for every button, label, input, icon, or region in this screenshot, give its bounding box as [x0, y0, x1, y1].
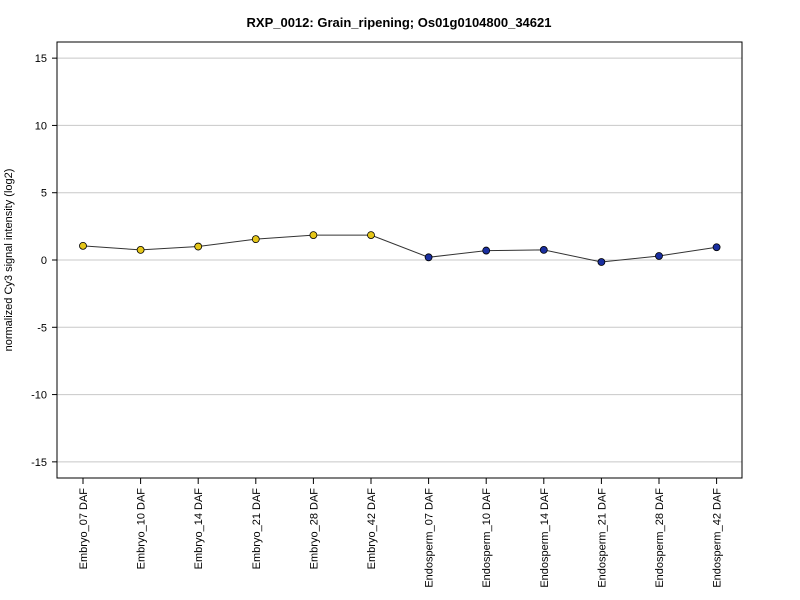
x-tick-label: Embryo_42 DAF [366, 488, 378, 570]
data-point [597, 258, 606, 266]
chart-title: RXP_0012: Grain_ripening; Os01g0104800_3… [247, 15, 552, 30]
x-tick-label: Embryo_10 DAF [136, 488, 148, 570]
y-tick-label: -5 [37, 322, 47, 334]
x-tick-label: Embryo_14 DAF [193, 488, 205, 570]
x-tick-label: Endosperm_42 DAF [712, 488, 724, 588]
x-tick-label: Endosperm_10 DAF [481, 488, 493, 588]
data-point [482, 246, 491, 255]
y-tick-label: -10 [31, 390, 47, 402]
y-axis-label: normalized Cy3 signal intensity (log2) [3, 169, 15, 352]
y-tick-label: 0 [41, 255, 47, 267]
y-tick-label: 5 [41, 188, 47, 200]
y-tick-label: 15 [35, 53, 47, 65]
x-axis: Embryo_07 DAF Embryo_10 DAF Embryo_14 DAF E… [78, 478, 724, 588]
x-tick-label: Endosperm_28 DAF [654, 488, 666, 588]
data-point [712, 243, 721, 252]
y-tick-label: 10 [35, 120, 47, 132]
data-point [539, 246, 548, 254]
x-tick-label: Embryo_28 DAF [308, 488, 320, 570]
x-tick-label: Embryo_07 DAF [78, 488, 90, 570]
data-point [79, 241, 87, 250]
grid-lines [57, 57, 742, 463]
data-point [424, 253, 433, 262]
data-point [251, 235, 260, 244]
data-point [194, 242, 203, 251]
data-point [309, 231, 318, 240]
y-tick-label: -15 [31, 457, 47, 469]
y-axis: 15 10 5 0 -5 -10 -15 [31, 53, 57, 469]
data-points [79, 231, 721, 266]
x-tick-label: Endosperm_21 DAF [596, 488, 608, 588]
data-point [136, 246, 145, 254]
series-line [82, 234, 717, 263]
x-tick-label: Endosperm_07 DAF [424, 488, 436, 588]
x-tick-label: Endosperm_14 DAF [539, 488, 551, 588]
x-tick-label: Embryo_21 DAF [251, 488, 263, 570]
data-point [367, 231, 375, 240]
data-point [655, 252, 663, 260]
